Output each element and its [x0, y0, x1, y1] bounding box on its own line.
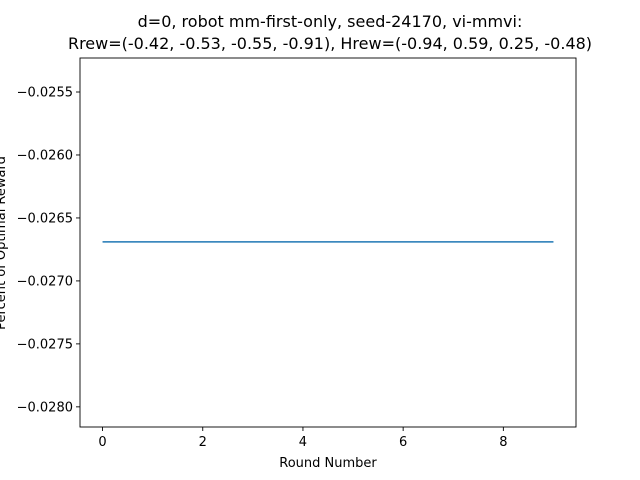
y-axis-label: Percent of Optimal Reward — [0, 156, 9, 330]
y-tick-label-5: −0.0280 — [17, 400, 73, 415]
y-tick-label-2: −0.0265 — [17, 211, 73, 226]
x-tick-label-1: 2 — [199, 435, 207, 450]
x-axis-label: Round Number — [279, 456, 377, 471]
chart-title-line-1: d=0, robot mm-first-only, seed-24170, vi… — [138, 12, 523, 31]
x-tick-label-3: 6 — [399, 435, 407, 450]
plot-frame — [79, 57, 577, 428]
x-tick-label-2: 4 — [299, 435, 307, 450]
y-tick-label-0: −0.0255 — [17, 86, 73, 101]
y-tick-label-1: −0.0260 — [17, 148, 73, 163]
y-tick-label-3: −0.0270 — [17, 274, 73, 289]
chart-title-line-2: Rrew=(-0.42, -0.53, -0.55, -0.91), Hrew=… — [68, 34, 592, 53]
x-tick-label-4: 8 — [499, 435, 507, 450]
plot-area: 0 2 4 6 8 −0.0255 −0.0260 −0.0265 −0.0270 −0.0275… — [17, 57, 577, 450]
x-tick-label-0: 0 — [98, 435, 106, 450]
y-tick-label-4: −0.0275 — [17, 337, 73, 352]
